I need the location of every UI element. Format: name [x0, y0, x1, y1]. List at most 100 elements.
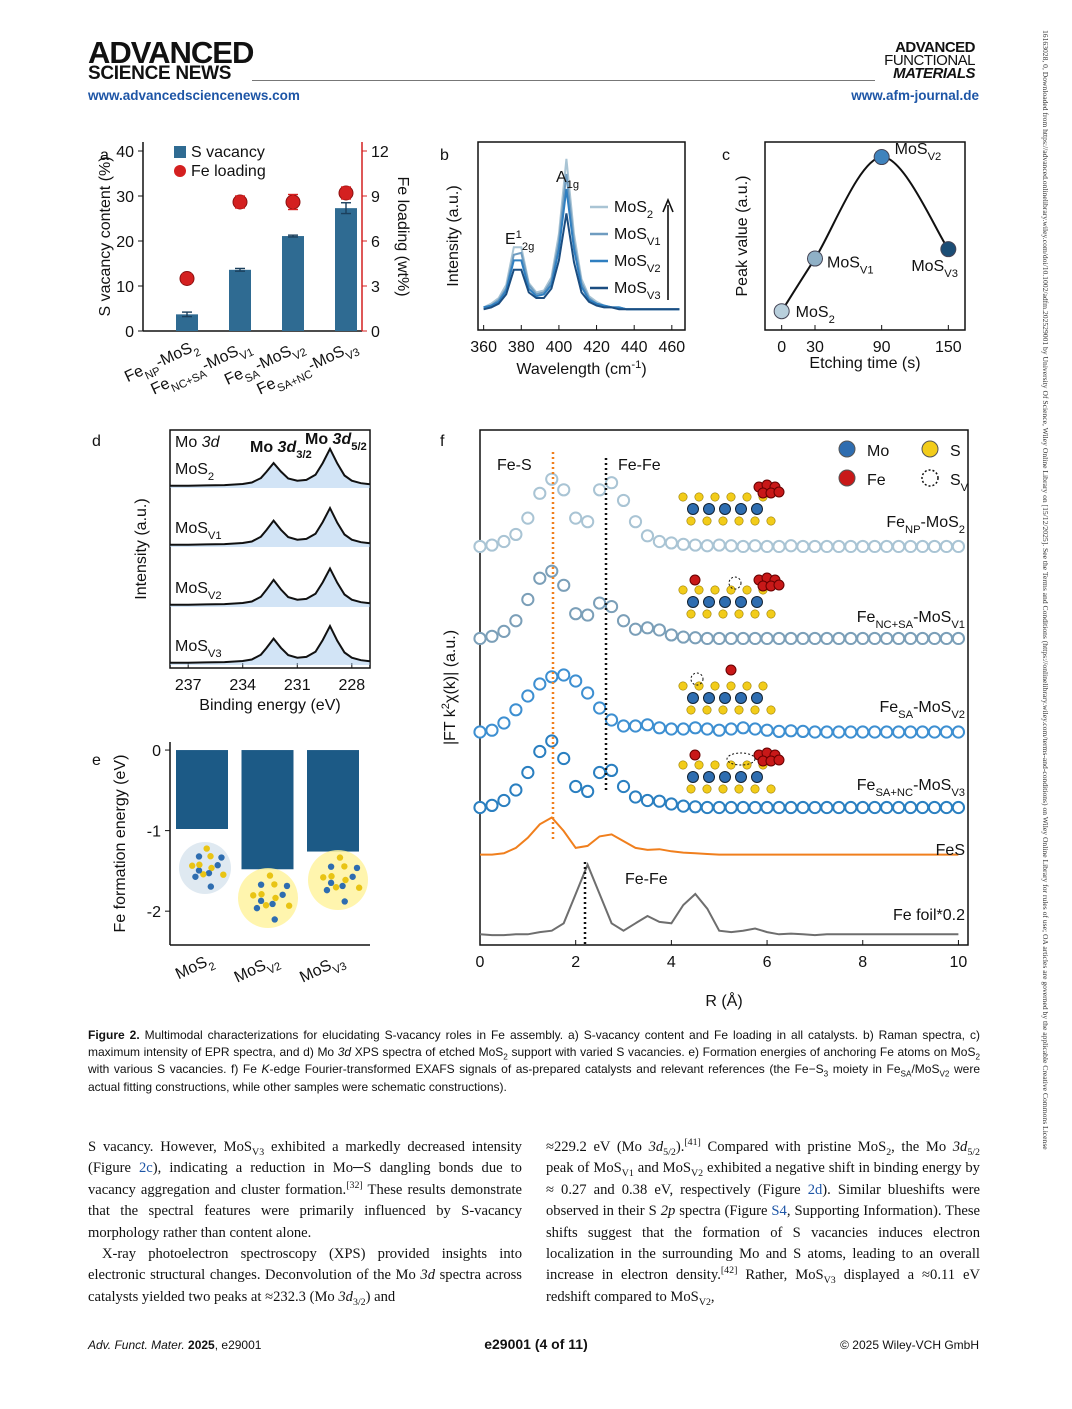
data-point: [784, 724, 798, 738]
data-point: [521, 592, 535, 607]
bar: [241, 750, 294, 870]
data-point: [497, 716, 511, 730]
cluster-atom: [355, 884, 363, 891]
s-atom: [686, 784, 696, 794]
data-point: [892, 539, 906, 554]
series-label: Fe foil*0.2: [893, 907, 965, 924]
text-run: 3d: [952, 1139, 968, 1155]
s-atom: [686, 516, 696, 526]
data-point: [724, 631, 738, 646]
data-point: [664, 628, 678, 642]
data-point: [844, 725, 858, 739]
s-atom: [702, 516, 712, 526]
data-point: [832, 539, 846, 554]
s-atom: [694, 585, 704, 595]
text-run: V1: [860, 265, 874, 277]
url-left[interactable]: www.advancedsciencenews.com: [88, 88, 300, 103]
cluster-atom: [257, 881, 265, 888]
mo-atom: [687, 503, 699, 515]
data-point: [652, 721, 667, 735]
text-run: 3d: [337, 1045, 352, 1060]
data-point: [903, 631, 918, 646]
x-tick-label: 237: [175, 677, 202, 694]
data-point: [808, 539, 822, 554]
text-run: V2: [208, 590, 222, 602]
footer-left: Adv. Funct. Mater. 2025, e29001: [88, 1338, 261, 1352]
cluster-atom: [336, 854, 344, 861]
data-point: [640, 529, 655, 543]
cluster-atom: [220, 871, 227, 878]
cluster-atom: [257, 897, 265, 905]
x-tick-label: 234: [229, 677, 256, 694]
text-run: V1: [238, 346, 255, 363]
series-label: MoSV1: [175, 520, 222, 542]
text-run: with various S vacancies. f) Fe: [88, 1062, 262, 1077]
link[interactable]: S4: [771, 1203, 787, 1220]
data-point: [712, 631, 726, 646]
vacancy: [728, 576, 742, 590]
y-tick-label: 20: [116, 234, 134, 251]
annotation: E12g: [505, 229, 534, 253]
text-run: 2025: [188, 1338, 215, 1352]
s-atom: [742, 492, 752, 502]
x-tick-label: 0: [777, 339, 786, 356]
data-point: [951, 800, 966, 815]
x-tick-label: 2: [571, 954, 580, 971]
cluster-atom: [272, 894, 279, 902]
legend-label: MoSV1: [614, 226, 661, 248]
mo-atom: [751, 596, 763, 608]
plot-frame: [169, 429, 371, 669]
y2-tick-label: 3: [371, 279, 380, 296]
x-axis-label: Binding energy (eV): [199, 697, 340, 714]
link[interactable]: 2d: [807, 1181, 823, 1198]
text-run: -edge Fourier-transformed EXAFS signals …: [269, 1062, 824, 1077]
data-point: [748, 539, 762, 553]
text-run: V3: [944, 268, 958, 280]
text-run: 2: [975, 1052, 980, 1062]
legend-label: Mo: [867, 443, 889, 460]
x-axis-label: Etching time (s): [809, 355, 920, 372]
text-run: 2: [829, 314, 835, 326]
text-run: A: [556, 169, 567, 186]
y2-axis-label: Fe loading (wt%): [394, 176, 411, 296]
link[interactable]: 2c: [139, 1160, 153, 1177]
text-run: moiety in Fe: [828, 1062, 901, 1077]
x-tick-label: 231: [284, 677, 311, 694]
data-point: [509, 614, 523, 628]
x-tick-label: 400: [546, 339, 573, 356]
text-run: MoS: [614, 253, 647, 270]
data-point: [873, 149, 890, 166]
text-run: MoS: [173, 954, 210, 983]
text-run: Mo: [250, 439, 278, 456]
data-point: [915, 800, 930, 815]
data-point: [473, 539, 487, 554]
text-run: V2: [939, 1069, 950, 1079]
data-point: [700, 722, 714, 736]
x-tick-label: 420: [583, 339, 610, 356]
area-fill: [170, 508, 370, 547]
data-point: [724, 722, 738, 736]
legend-label: SV: [950, 472, 969, 494]
s-atom: [710, 492, 720, 502]
data-point: [545, 564, 559, 578]
area-fill: [170, 626, 370, 665]
text-run: Fe: [122, 363, 146, 386]
bar: [176, 314, 198, 331]
series-label: FeSA-MoSV2: [879, 699, 965, 721]
text-run: 2: [440, 703, 452, 709]
data-point: [808, 631, 822, 646]
data-point: [832, 725, 846, 739]
data-point: [664, 797, 678, 811]
x-tick-label: MoSV2: [232, 951, 284, 991]
text-run: NC+SA: [875, 619, 913, 631]
x-tick-label: 460: [658, 339, 685, 356]
x-tick-label: 440: [621, 339, 648, 356]
data-point: [664, 536, 678, 550]
url-right[interactable]: www.afm-journal.de: [851, 88, 979, 103]
data-point: [712, 723, 726, 737]
text-run: 5/2: [663, 1146, 676, 1158]
data-point: [760, 631, 774, 646]
data-point: [951, 725, 966, 739]
paragraph: S vacancy. However, MoSV3 exhibited a ma…: [88, 1137, 522, 1244]
cluster-atom: [200, 871, 207, 878]
